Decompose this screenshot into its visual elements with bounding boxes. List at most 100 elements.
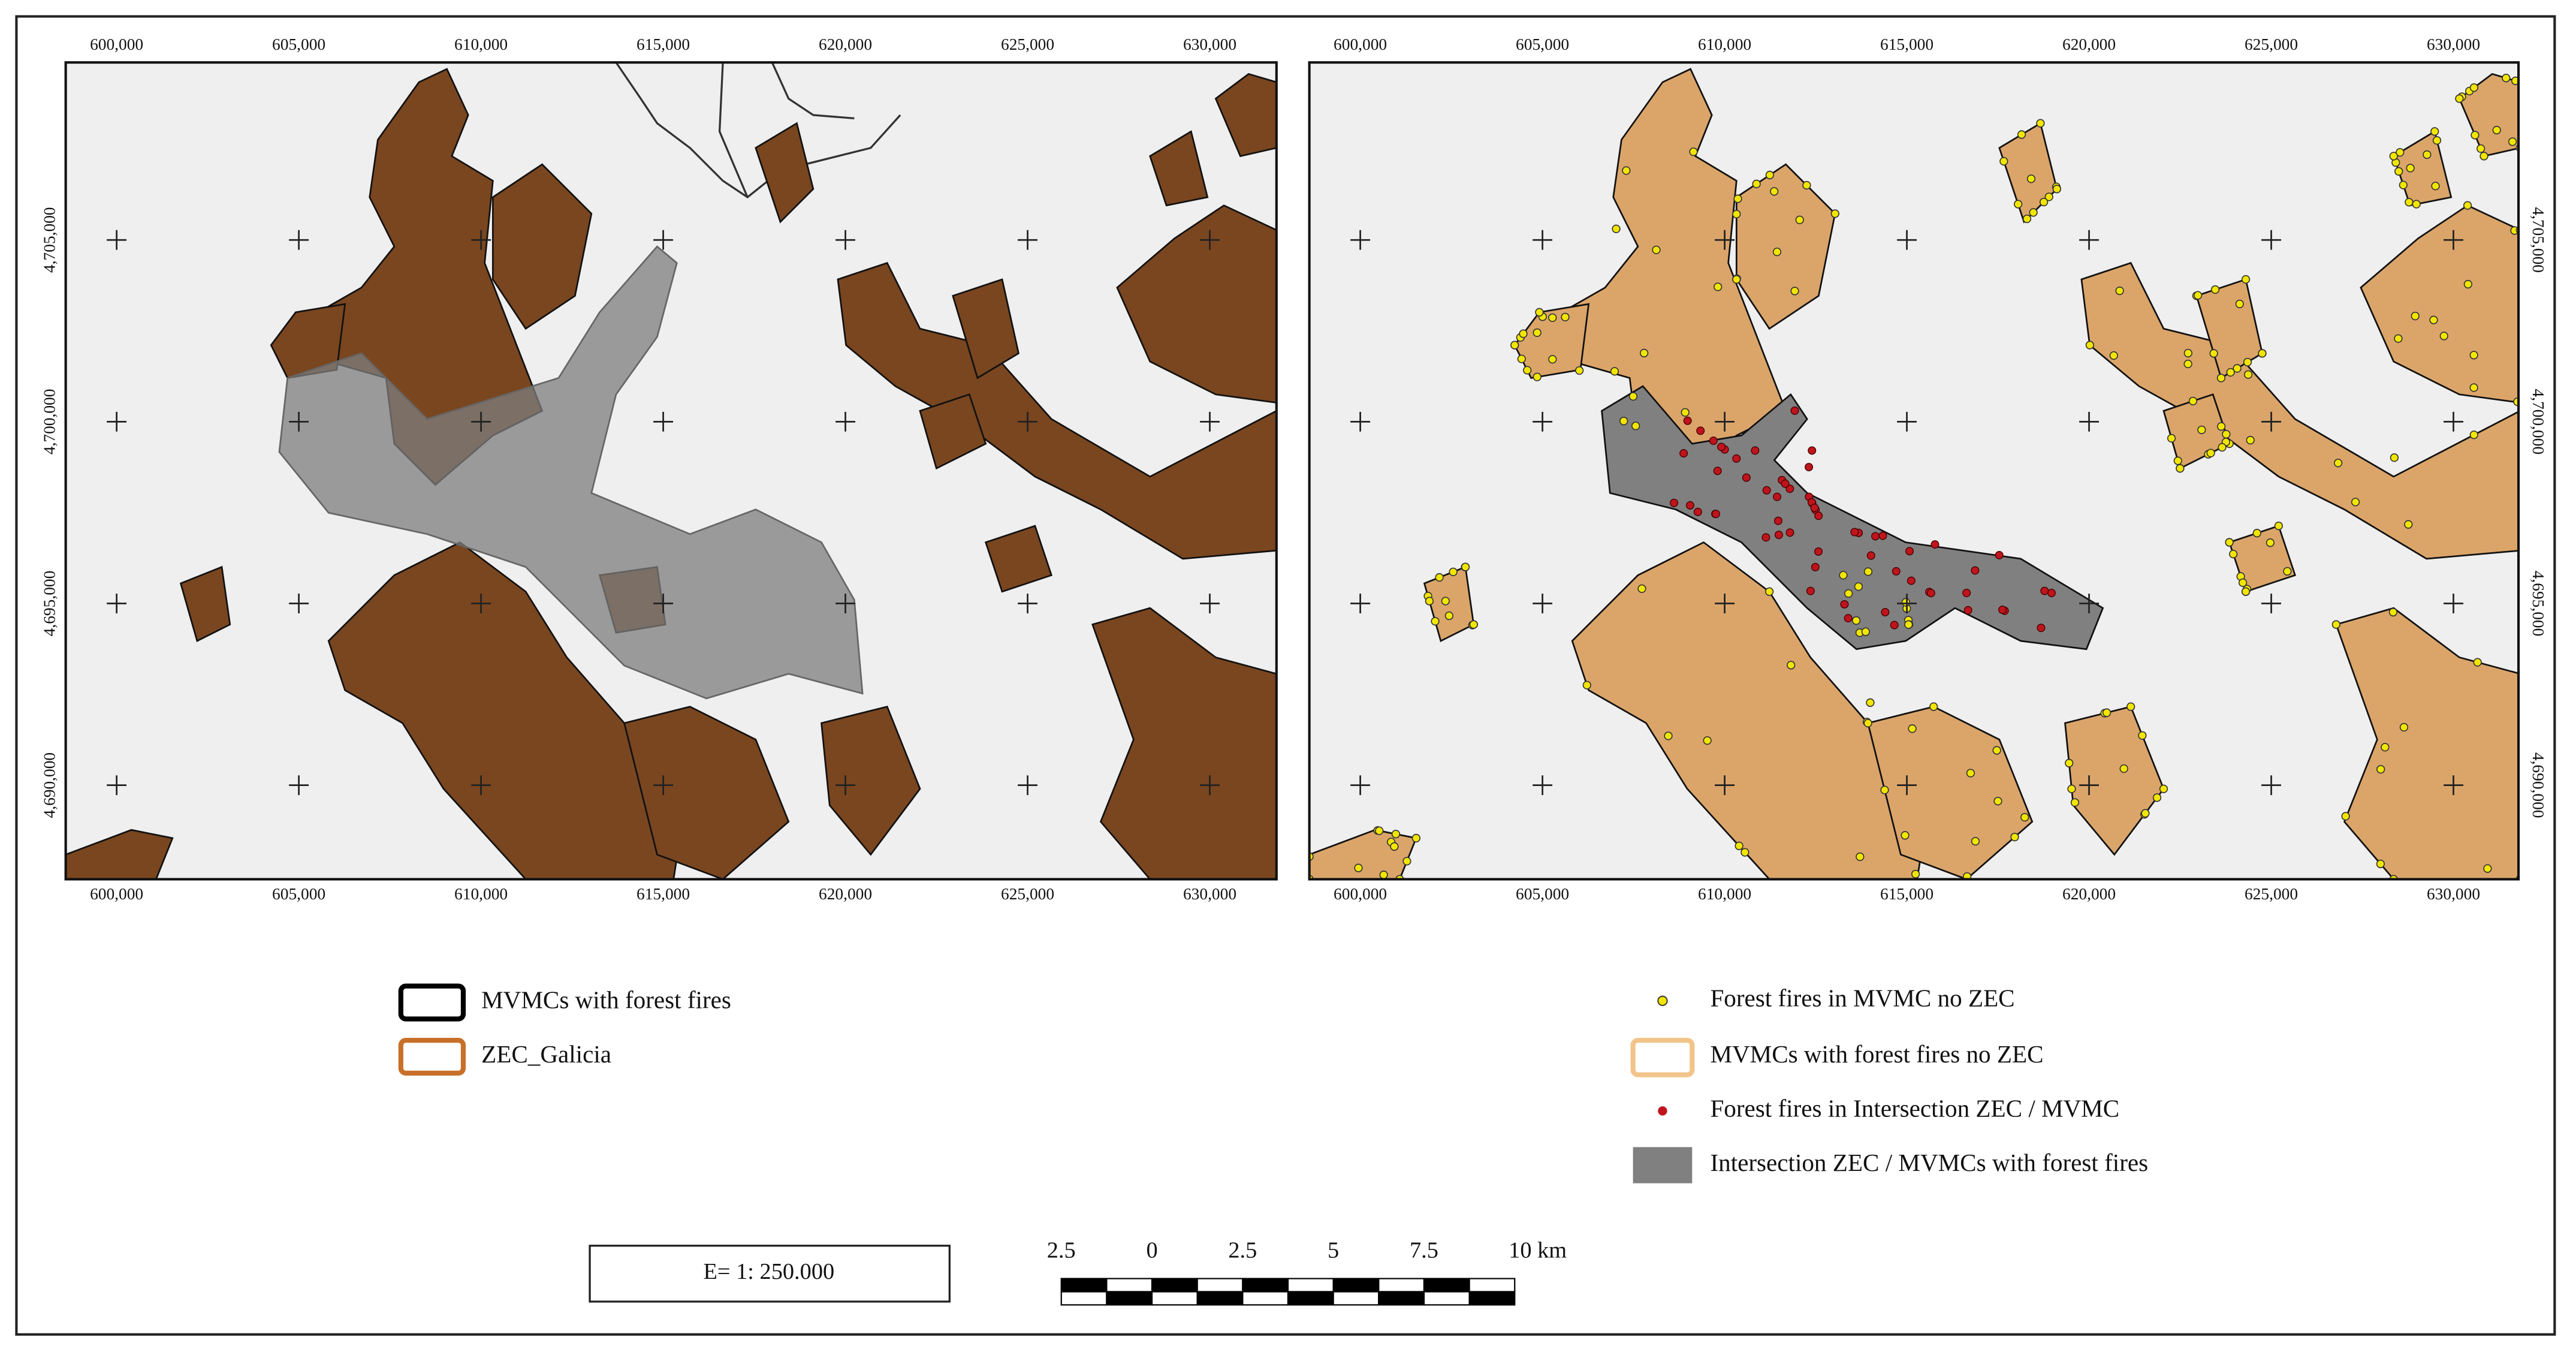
fire-point <box>2394 167 2403 176</box>
fire-point-intersection <box>1963 606 1972 615</box>
fire-point <box>2218 442 2227 452</box>
fire-point <box>2469 383 2478 392</box>
fire-point <box>2167 433 2176 443</box>
fire-point <box>2283 567 2292 576</box>
grid-cross <box>1018 594 1037 613</box>
grid-cross <box>1715 594 1735 613</box>
fire-point <box>1461 562 1470 571</box>
fire-point <box>2431 182 2440 191</box>
fire-point <box>2014 200 2023 209</box>
grid-cross <box>107 411 127 432</box>
forest-polygon <box>1116 204 1277 404</box>
fire-point <box>2477 144 2485 153</box>
fire-point <box>1652 245 1661 254</box>
legend-swatch <box>398 1037 466 1076</box>
fire-point <box>2412 200 2421 209</box>
fire-point <box>2274 522 2283 531</box>
scale-label: 7.5 <box>1410 1237 1438 1263</box>
fire-point-intersection <box>1890 621 1899 630</box>
fire-point <box>1411 833 1420 843</box>
forest-polygon <box>491 163 593 330</box>
fire-point-intersection <box>1995 550 2004 559</box>
scale-seg <box>1378 1278 1425 1293</box>
fire-point <box>1765 587 1774 596</box>
fire-point-intersection <box>1810 503 1819 512</box>
fire-point <box>2183 348 2192 358</box>
grid-cross <box>1200 775 1220 796</box>
grid-cross <box>1350 775 1371 796</box>
grid-cross <box>1350 594 1371 613</box>
fire-point <box>2511 76 2519 85</box>
fire-point <box>1992 746 2001 755</box>
y-label: 4,690,000 <box>2529 752 2547 818</box>
fire-point <box>1732 209 1741 219</box>
fire-point <box>1856 852 1865 862</box>
map <box>65 62 1277 880</box>
fire-point <box>1535 308 1544 317</box>
fire-point-intersection <box>1751 446 1760 455</box>
scale-label: 10 km <box>1509 1237 1567 1263</box>
fire-point <box>2010 832 2019 842</box>
grid-cross <box>653 411 674 432</box>
fire-point <box>1517 354 1526 363</box>
fire-point <box>2483 864 2492 873</box>
fire-point <box>1765 170 1774 180</box>
scale-box <box>589 1245 951 1303</box>
scale-seg <box>1060 1278 1108 1293</box>
fire-point <box>2423 150 2432 159</box>
legend-label: MVMCs with forest fires <box>481 986 731 1013</box>
forest-polygon <box>984 525 1053 593</box>
scale-seg <box>1242 1291 1289 1306</box>
grid-cross <box>1018 230 1037 250</box>
fire-point <box>1375 826 1384 835</box>
fire-point <box>1741 848 1749 857</box>
grid-cross <box>1018 775 1037 796</box>
fire-point <box>2188 396 2198 406</box>
fire-point <box>1689 147 1698 156</box>
fire-point <box>2376 859 2385 869</box>
fire-point <box>1354 863 1363 872</box>
grid-cross <box>1350 411 1371 432</box>
fire-point <box>1575 366 1584 375</box>
x-label-bottom: 605,000 <box>272 885 325 903</box>
fire-point <box>1732 275 1741 284</box>
fire-point <box>1772 247 1782 257</box>
fire-point <box>1610 367 1619 376</box>
fire-point <box>2044 192 2053 201</box>
fire-point <box>2432 136 2442 145</box>
fire-point <box>2430 127 2439 136</box>
fire-point-intersection <box>1926 589 1935 598</box>
grid-cross <box>1897 411 1917 432</box>
map-frame <box>1308 61 2520 881</box>
fire-point-intersection <box>2047 589 2056 598</box>
fire-point <box>2404 520 2413 529</box>
fire-point <box>2039 197 2049 207</box>
scale-seg <box>1060 1291 1108 1306</box>
fire-point <box>2209 349 2218 358</box>
fire-point-intersection <box>1711 510 1720 519</box>
scale-text: E= 1: 250.000 <box>703 1259 834 1284</box>
fire-point <box>1911 869 1920 878</box>
grid-cross <box>1897 594 1917 613</box>
grid-cross <box>1533 230 1553 250</box>
fire-point <box>2471 131 2480 140</box>
grid-cross <box>107 594 127 613</box>
fire-point-intersection <box>1785 528 1794 537</box>
fire-point <box>2115 286 2124 296</box>
scale-label: 2.5 <box>1047 1237 1076 1263</box>
fire-point <box>2388 607 2398 617</box>
fire-point <box>1802 180 1811 190</box>
fire-point-intersection <box>1696 426 1705 435</box>
fire-point <box>1839 571 1848 580</box>
fire-point-intersection <box>1781 479 1790 488</box>
fire-point <box>2052 185 2061 194</box>
fire-point <box>1703 736 1712 745</box>
fire-point <box>2394 334 2403 343</box>
fire-point <box>1469 620 1478 629</box>
intersection-band <box>278 245 864 700</box>
forest-polygon <box>837 261 1277 560</box>
grid-cross <box>1533 411 1553 432</box>
fire-point <box>2194 291 2203 300</box>
fire-point <box>1561 312 1570 321</box>
fire-point-intersection <box>1762 486 1771 495</box>
